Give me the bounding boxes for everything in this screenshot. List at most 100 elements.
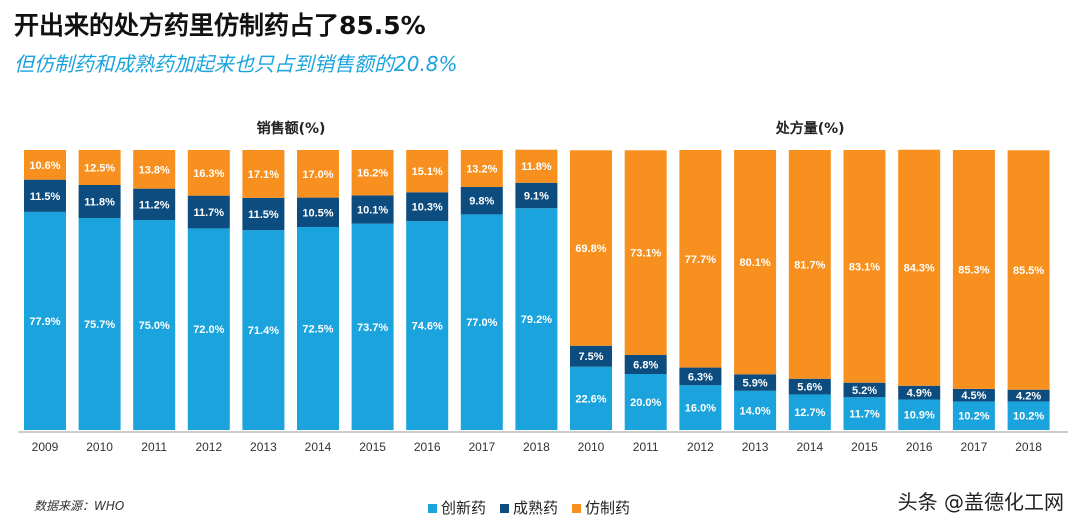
- legend: 创新药 成熟药 仿制药: [428, 497, 630, 518]
- legend-item: 创新药: [428, 497, 486, 518]
- bar-segment: [952, 401, 995, 430]
- bar-segment: [133, 220, 176, 430]
- data-label: 71.4%: [248, 325, 279, 337]
- legend-label: 成熟药: [513, 499, 559, 517]
- x-tick-label: 2014: [305, 440, 332, 454]
- data-label: 6.8%: [633, 359, 658, 371]
- x-tick-label: 2012: [195, 440, 222, 454]
- bar-segment: [570, 345, 612, 367]
- bar-segment: [570, 366, 612, 430]
- data-label: 14.0%: [739, 405, 770, 417]
- bar-segment: [187, 150, 230, 196]
- chart-title: 处方量(%): [775, 120, 845, 137]
- legend-swatch: [572, 504, 582, 513]
- data-label: 80.1%: [739, 257, 770, 269]
- data-label: 75.7%: [84, 319, 115, 331]
- data-label: 10.3%: [412, 202, 443, 214]
- legend-label: 创新药: [441, 499, 487, 517]
- bar-segment: [570, 150, 612, 346]
- x-tick-label: 2013: [742, 440, 769, 454]
- data-label: 73.7%: [357, 322, 388, 334]
- bar-segment: [515, 149, 558, 183]
- data-label: 13.2%: [466, 163, 497, 175]
- x-tick-label: 2017: [961, 440, 988, 454]
- bar-segment: [133, 150, 176, 189]
- bar-segment: [734, 150, 777, 375]
- legend-item: 仿制药: [572, 497, 630, 518]
- data-label: 17.1%: [248, 169, 279, 181]
- data-label: 11.8%: [521, 161, 552, 173]
- data-label: 4.5%: [961, 390, 986, 402]
- data-label: 77.7%: [685, 254, 716, 266]
- bar-segment: [242, 150, 285, 198]
- bar-segment: [898, 385, 941, 400]
- data-label: 5.9%: [743, 378, 768, 390]
- x-tick-label: 2012: [687, 440, 714, 454]
- bar-segment: [952, 388, 995, 402]
- data-label: 10.5%: [302, 207, 333, 219]
- data-label: 72.0%: [193, 324, 224, 336]
- bar-segment: [406, 221, 449, 430]
- data-label: 72.5%: [302, 324, 333, 336]
- data-label: 9.8%: [469, 196, 494, 208]
- data-label: 11.8%: [84, 197, 115, 209]
- data-label: 20.0%: [630, 397, 661, 409]
- bar-segment: [843, 150, 886, 383]
- data-label: 4.2%: [1016, 391, 1041, 403]
- bar-segment: [843, 397, 886, 430]
- page-title: 开出来的处方药里仿制药占了85.5%: [14, 11, 426, 40]
- legend-swatch: [500, 504, 510, 513]
- bar-segment: [297, 227, 339, 430]
- x-tick-label: 2016: [906, 440, 933, 454]
- bar-segment: [624, 354, 667, 374]
- page-subtitle: 但仿制药和成熟药加起来也只占到销售额的20.8%: [14, 52, 458, 76]
- bar-segment: [242, 197, 285, 231]
- bar-segment: [843, 382, 886, 398]
- data-label: 84.3%: [904, 263, 935, 275]
- bar-segment: [1007, 150, 1050, 390]
- data-label: 12.5%: [84, 163, 115, 175]
- x-tick-label: 2010: [578, 440, 605, 454]
- chart-title: 销售额(%): [257, 120, 326, 137]
- data-label: 10.6%: [29, 160, 60, 172]
- data-label: 7.5%: [578, 351, 603, 363]
- bar-segment: [952, 150, 995, 389]
- data-label: 11.5%: [30, 191, 61, 203]
- data-label: 10.2%: [1013, 411, 1044, 423]
- data-label: 77.9%: [29, 316, 60, 328]
- bar-segment: [351, 195, 394, 224]
- bar-segment: [734, 390, 777, 430]
- bar-segment: [406, 192, 449, 222]
- data-label: 11.7%: [849, 409, 880, 421]
- data-label: 6.3%: [688, 371, 713, 383]
- bar-segment: [351, 150, 394, 196]
- bar-segment: [406, 150, 449, 193]
- bar-segment: [460, 150, 503, 187]
- data-label: 83.1%: [849, 261, 880, 273]
- bar-segment: [242, 230, 285, 430]
- data-label: 81.7%: [794, 259, 825, 271]
- data-label: 73.1%: [630, 248, 661, 260]
- bar-segment: [788, 150, 831, 379]
- bar-segment: [78, 218, 121, 430]
- data-label: 16.3%: [193, 168, 224, 180]
- data-label: 10.1%: [357, 205, 388, 217]
- data-label: 10.2%: [958, 411, 989, 423]
- data-label: 11.5%: [248, 209, 279, 221]
- x-tick-label: 2018: [1015, 440, 1042, 454]
- bar-segment: [1007, 401, 1050, 430]
- legend-label: 仿制药: [585, 499, 631, 517]
- bar-segment: [187, 195, 230, 229]
- x-tick-label: 2014: [796, 440, 823, 454]
- x-tick-label: 2011: [141, 440, 167, 454]
- legend-swatch: [428, 504, 437, 513]
- bar-segment: [24, 179, 66, 212]
- bar-segment: [460, 186, 503, 215]
- data-label: 12.7%: [794, 407, 825, 419]
- bar-segment: [515, 208, 558, 430]
- watermark: 头条 @盖德化工网: [897, 490, 1064, 514]
- bar-segment: [679, 367, 722, 386]
- bar-segment: [297, 197, 339, 227]
- data-label: 10.9%: [904, 410, 935, 422]
